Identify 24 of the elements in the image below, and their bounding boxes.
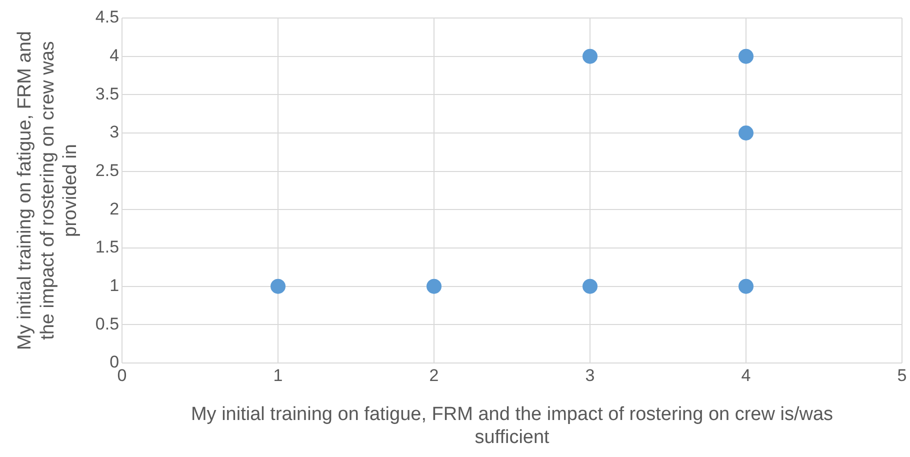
point xyxy=(582,278,598,294)
x-tick-label: 3 xyxy=(585,366,595,385)
x-axis-title: My initial training on fatigue, FRM and the impact of rostering on crew is/was sufficient xyxy=(190,404,834,448)
point xyxy=(582,48,598,64)
point xyxy=(738,278,754,294)
y-tick-label: 2 xyxy=(110,199,120,218)
x-tick-label: 2 xyxy=(429,366,439,385)
x-tick-label: 4 xyxy=(741,366,751,385)
point xyxy=(738,126,754,140)
y-tick-label: 0 xyxy=(110,352,120,372)
y-axis-title: My initial training on fatigue, FRM and the impact of rostering on crew was provided in xyxy=(14,31,82,350)
y-tick-label: 1 xyxy=(110,276,120,296)
y-tick-label: 4.5 xyxy=(95,8,120,27)
x-tick-label: 5 xyxy=(897,366,907,385)
y-tick-label: 4 xyxy=(110,46,120,66)
y-tick-label: 3.5 xyxy=(95,84,120,104)
y-tick-label: 0.5 xyxy=(95,314,120,334)
point xyxy=(270,278,286,294)
point xyxy=(426,278,442,294)
y-tick-label: 2.5 xyxy=(95,161,120,180)
y-tick-label: 3 xyxy=(110,122,120,142)
y-tick-label: 1.5 xyxy=(95,238,120,257)
point xyxy=(738,48,754,64)
x-tick-label: 1 xyxy=(273,366,283,385)
